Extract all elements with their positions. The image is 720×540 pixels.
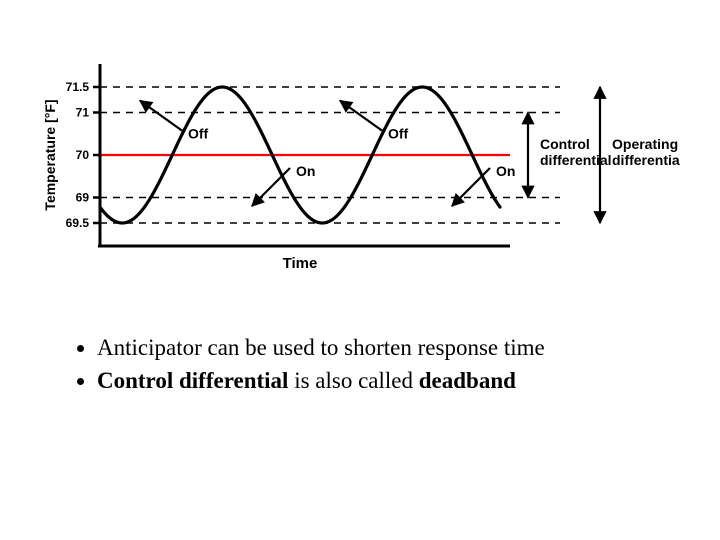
svg-text:differential: differential <box>612 152 680 168</box>
bullet-item: Control differential is also called dead… <box>97 365 645 396</box>
svg-text:69: 69 <box>76 191 90 205</box>
svg-text:Control: Control <box>540 136 590 152</box>
svg-text:71: 71 <box>76 106 90 120</box>
svg-text:Off: Off <box>188 126 209 142</box>
svg-text:69.5: 69.5 <box>66 216 90 230</box>
bullet-item: Anticipator can be used to shorten respo… <box>97 332 645 363</box>
svg-text:71.5: 71.5 <box>66 80 90 94</box>
svg-text:On: On <box>296 163 315 179</box>
diagram-svg: 71.5 71 70 69 69.5 Temperature [°F] Time Off On O… <box>40 60 680 290</box>
svg-text:On: On <box>496 163 515 179</box>
svg-text:Operating: Operating <box>612 136 678 152</box>
svg-text:70: 70 <box>76 148 90 162</box>
svg-text:Off: Off <box>388 126 409 142</box>
bullet-list: Anticipator can be used to shorten respo… <box>75 330 645 398</box>
svg-text:Temperature [°F]: Temperature [°F] <box>42 99 58 210</box>
control-differential-diagram: 71.5 71 70 69 69.5 Temperature [°F] Time Off On O… <box>40 60 680 290</box>
svg-text:Time: Time <box>283 255 318 272</box>
